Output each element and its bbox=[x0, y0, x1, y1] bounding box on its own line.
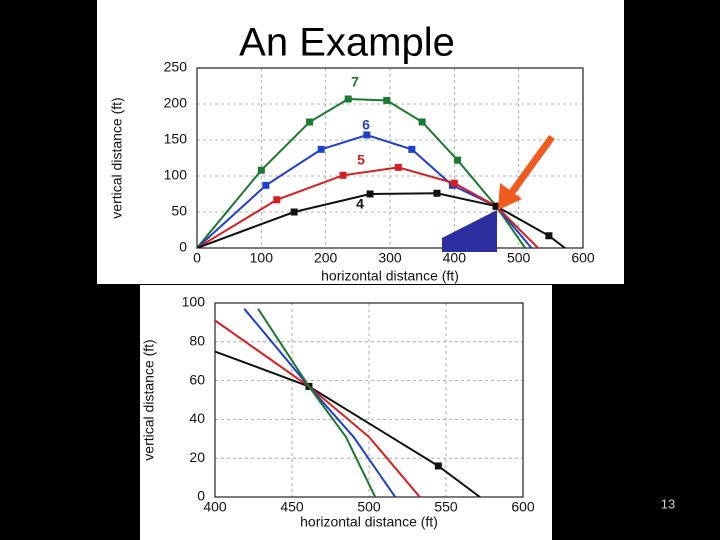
y-tick-label: 80 bbox=[189, 333, 205, 349]
series-line bbox=[215, 319, 421, 497]
series-line bbox=[243, 308, 397, 497]
x-tick-label: 200 bbox=[314, 250, 338, 266]
data-point bbox=[492, 202, 500, 210]
x-tick-label: 500 bbox=[357, 499, 381, 515]
y-tick-label: 60 bbox=[189, 371, 205, 387]
y-tick-label: 40 bbox=[189, 410, 205, 426]
data-point bbox=[344, 95, 352, 103]
x-tick-label: 300 bbox=[378, 250, 402, 266]
series-label: 5 bbox=[357, 152, 365, 168]
x-axis-label: horizontal distance (ft) bbox=[321, 268, 459, 284]
x-tick-label: 600 bbox=[511, 499, 535, 515]
series-label: 4 bbox=[356, 196, 364, 212]
triangle bbox=[442, 210, 497, 252]
data-point bbox=[454, 156, 462, 164]
x-tick-label: 600 bbox=[571, 250, 595, 266]
data-point bbox=[317, 145, 325, 153]
series-line bbox=[215, 350, 481, 497]
series-label: 7 bbox=[351, 74, 359, 90]
y-tick-label: 150 bbox=[164, 131, 188, 147]
x-tick-label: 500 bbox=[507, 250, 531, 266]
y-tick-label: 20 bbox=[189, 449, 205, 465]
data-point bbox=[339, 171, 347, 179]
slide-title: An Example bbox=[239, 21, 455, 65]
series-line bbox=[257, 308, 377, 497]
data-point bbox=[257, 166, 265, 174]
x-tick-label: 400 bbox=[443, 250, 467, 266]
data-point bbox=[366, 190, 374, 198]
data-point bbox=[290, 208, 298, 216]
x-tick-label: 550 bbox=[434, 499, 458, 515]
data-point bbox=[545, 232, 553, 240]
data-point bbox=[273, 196, 281, 204]
x-tick-label: 100 bbox=[250, 250, 274, 266]
data-point bbox=[262, 181, 270, 189]
x-tick-label: 400 bbox=[203, 499, 227, 515]
y-axis-label: vertical distance (ft) bbox=[109, 97, 125, 218]
y-tick-label: 0 bbox=[179, 239, 187, 255]
data-point bbox=[306, 118, 314, 126]
y-tick-label: 200 bbox=[164, 95, 188, 111]
data-point bbox=[450, 179, 458, 187]
data-point bbox=[383, 96, 391, 104]
panel-top bbox=[97, 0, 624, 284]
arrow-shaft bbox=[507, 134, 555, 198]
page-number: 13 bbox=[661, 496, 675, 511]
y-tick-label: 100 bbox=[164, 167, 188, 183]
y-tick-label: 250 bbox=[164, 59, 188, 75]
data-point bbox=[418, 118, 426, 126]
data-point bbox=[433, 189, 441, 197]
plot-frame bbox=[196, 67, 584, 249]
series-label: 6 bbox=[362, 117, 370, 133]
x-tick-label: 450 bbox=[280, 499, 304, 515]
data-point bbox=[394, 163, 402, 171]
data-point bbox=[434, 462, 442, 470]
arrow-head bbox=[498, 183, 522, 210]
y-axis-label: vertical distance (ft) bbox=[141, 339, 157, 460]
y-tick-label: 100 bbox=[182, 294, 206, 310]
x-tick-label: 0 bbox=[193, 250, 201, 266]
data-point bbox=[363, 131, 371, 139]
y-tick-label: 50 bbox=[171, 203, 187, 219]
plot-frame bbox=[214, 302, 524, 498]
data-point bbox=[408, 145, 416, 153]
y-tick-label: 0 bbox=[197, 488, 205, 504]
x-axis-label: horizontal distance (ft) bbox=[300, 514, 438, 530]
